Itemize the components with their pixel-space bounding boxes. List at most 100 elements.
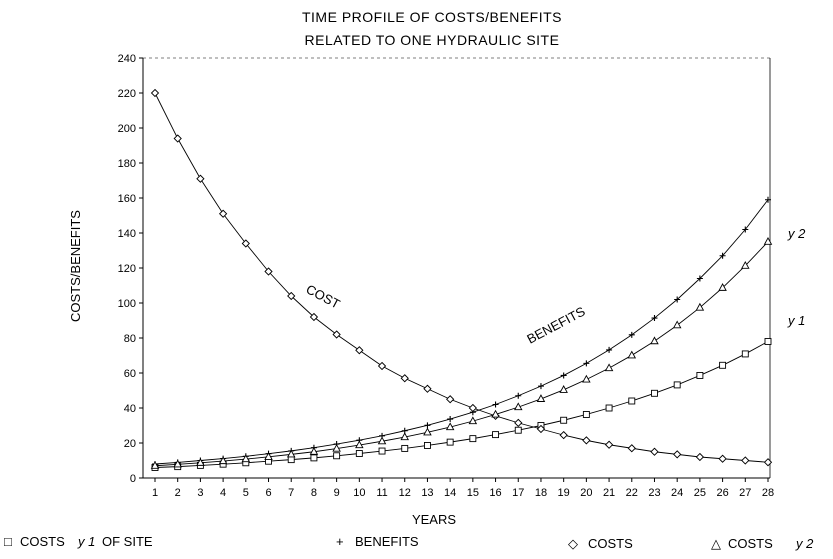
x-tick-label: 11 — [376, 487, 387, 499]
data-point-square — [492, 431, 500, 439]
series-line — [154, 92, 769, 463]
data-point-triangle — [173, 459, 182, 468]
data-point-square — [719, 361, 727, 369]
x-tick-label: 2 — [175, 487, 181, 499]
data-point-triangle — [196, 458, 205, 466]
data-point-diamond — [582, 436, 591, 445]
legend-suffix: OF SITE — [102, 534, 153, 549]
data-point-square — [673, 381, 681, 389]
x-tick-label: 24 — [671, 487, 683, 499]
data-point-plus — [651, 315, 658, 322]
data-point-square — [582, 411, 590, 418]
legend: □ COSTS y 1 OF SITE + BENEFITS ◇ COSTS △… — [4, 534, 814, 551]
data-point-triangle — [400, 432, 409, 441]
data-point-square — [469, 435, 477, 443]
data-point-square — [423, 442, 431, 449]
annotation-y1: y 1 — [787, 313, 805, 328]
legend-italic: y 2 — [795, 536, 814, 551]
data-point-diamond — [264, 267, 273, 276]
y-tick-label: 180 — [118, 158, 136, 170]
data-point-diamond — [173, 134, 182, 143]
data-point-diamond — [673, 450, 682, 459]
y-tick-label: 160 — [118, 193, 136, 205]
data-point-diamond — [150, 88, 160, 98]
data-point-diamond — [741, 456, 750, 465]
annotation-y2: y 2 — [787, 226, 806, 241]
series-layer — [150, 88, 773, 471]
data-point-triangle — [559, 385, 568, 393]
x-tick-label: 21 — [603, 487, 615, 499]
data-point-triangle — [355, 440, 364, 449]
chart-title: TIME PROFILE OF COSTS/BENEFITS RELATED T… — [302, 9, 562, 48]
data-point-diamond — [718, 454, 727, 463]
y-tick-label: 200 — [118, 123, 136, 135]
x-tick-label: 7 — [288, 487, 294, 499]
data-point-triangle — [718, 283, 727, 291]
legend-label: BENEFITS — [355, 534, 419, 549]
data-point-plus — [583, 360, 590, 367]
x-tick-label: 19 — [558, 487, 570, 499]
x-tick-label: 23 — [648, 487, 660, 499]
x-tick-label: 10 — [353, 487, 365, 499]
data-point-diamond — [355, 346, 364, 355]
y-tick-label: 20 — [124, 438, 136, 450]
data-point-plus — [537, 383, 544, 390]
y-tick-label: 120 — [118, 263, 136, 275]
x-tick-label: 28 — [762, 487, 774, 499]
data-point-square — [651, 389, 658, 397]
data-point-diamond — [377, 361, 387, 371]
data-point-square — [764, 338, 772, 345]
data-point-diamond — [514, 418, 523, 428]
x-tick-label: 27 — [739, 487, 751, 499]
legend-symbol-plus: + — [336, 534, 344, 549]
y-tick-label: 60 — [124, 368, 136, 380]
data-point-diamond — [468, 403, 477, 413]
x-tick-label: 25 — [694, 487, 706, 499]
data-point-plus — [674, 296, 681, 303]
annotations: COST BENEFITS y 2 y 1 — [304, 226, 807, 347]
data-point-plus — [560, 372, 567, 379]
data-point-diamond — [400, 374, 409, 383]
data-point-plus — [628, 331, 635, 338]
data-point-square — [696, 372, 704, 379]
data-point-square — [378, 447, 386, 455]
series-costs-y-1-of-site — [151, 338, 772, 471]
x-tick-label: 3 — [197, 487, 203, 499]
data-point-triangle — [264, 452, 273, 460]
data-point-diamond — [309, 312, 319, 322]
legend-item-benefits: + BENEFITS — [336, 534, 419, 549]
data-point-triangle — [695, 302, 705, 311]
data-point-diamond — [287, 291, 296, 301]
data-point-diamond — [446, 395, 455, 404]
data-point-diamond — [650, 447, 659, 456]
y-tick-label: 100 — [118, 298, 136, 310]
x-tick-label: 1 — [152, 487, 158, 499]
legend-item-costs-y1: □ COSTS y 1 OF SITE — [4, 534, 153, 549]
series-line — [154, 199, 769, 465]
data-point-diamond — [695, 452, 705, 462]
y-tick-label: 140 — [118, 228, 136, 240]
y-tick-label: 240 — [118, 53, 136, 65]
data-point-triangle — [604, 363, 614, 372]
axes — [142, 57, 771, 479]
annotation-cost: COST — [304, 281, 343, 311]
data-point-triangle — [445, 422, 455, 431]
data-point-triangle — [150, 461, 160, 469]
chart-title-line-1: TIME PROFILE OF COSTS/BENEFITS — [302, 9, 562, 25]
data-point-diamond — [196, 174, 205, 183]
y-axis-ticks: 0 20 40 60 80 100 120 140 160 180 200 220 240 — [118, 53, 143, 485]
series-line — [154, 241, 769, 467]
x-tick-label: 18 — [535, 487, 547, 499]
x-tick-label: 22 — [626, 487, 638, 499]
x-tick-label: 9 — [334, 487, 340, 499]
y-axis-label: COSTS/BENEFITS — [68, 210, 83, 322]
data-point-diamond — [627, 444, 636, 453]
data-point-triangle — [491, 409, 500, 418]
data-point-plus — [765, 196, 771, 203]
data-point-plus — [606, 346, 613, 353]
x-tick-label: 15 — [467, 487, 479, 499]
data-point-diamond — [218, 209, 228, 218]
data-point-diamond — [559, 430, 568, 440]
data-point-triangle — [672, 320, 682, 329]
x-tick-label: 6 — [265, 487, 271, 499]
